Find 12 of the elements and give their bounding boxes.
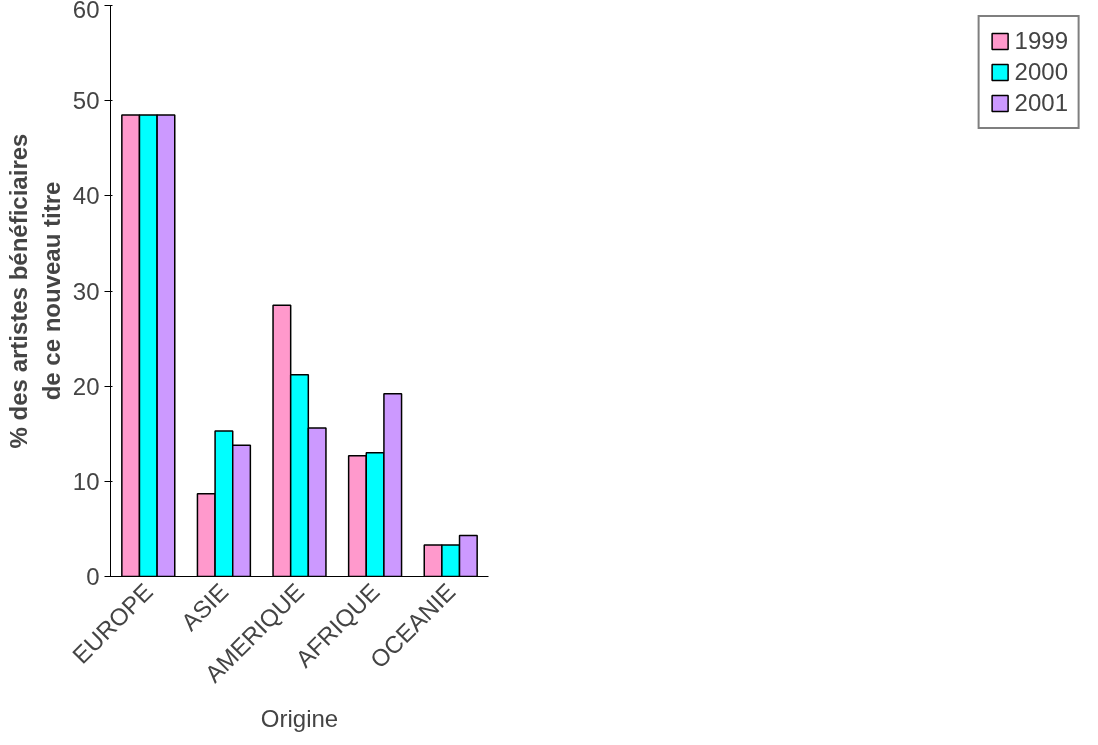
y-tick-label: 60: [72, 0, 100, 23]
legend-label: 2000: [1014, 58, 1068, 86]
y-tick-label: 50: [72, 87, 100, 115]
y-tick-label: 0: [86, 563, 100, 590]
y-tick-label: 10: [72, 467, 100, 495]
y-tick-label: 40: [72, 182, 100, 210]
y-tick-label: 30: [72, 277, 100, 305]
legend-label: 2001: [1014, 89, 1068, 117]
y-tick-label: 20: [72, 372, 100, 400]
y-axis-title: % des artistes bénéficiaires de ce nouveau titre: [5, 133, 65, 449]
x-axis-title: Origine: [260, 705, 339, 733]
legend-label: 1999: [1014, 27, 1068, 55]
